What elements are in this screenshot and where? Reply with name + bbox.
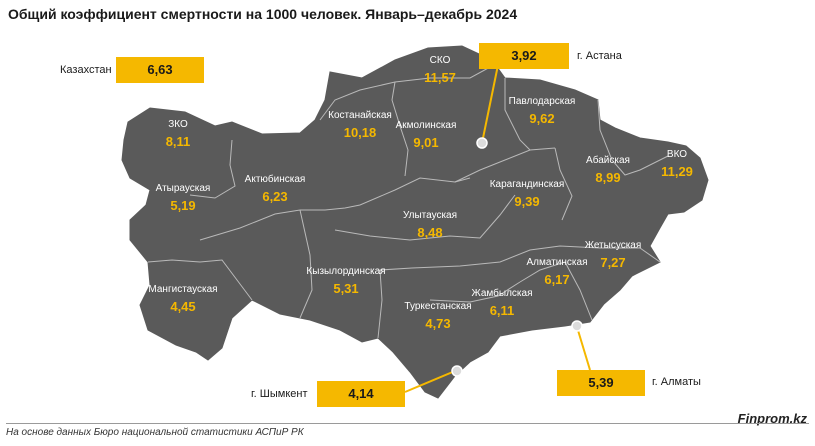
country-name: Казахстан — [60, 64, 112, 76]
almaty-name: г. Алматы — [652, 376, 701, 388]
region-borders — [147, 65, 669, 339]
brand-logo-text: Finprom.kz — [737, 411, 807, 426]
astana-callout-line — [481, 64, 499, 144]
shymkent-callout-line — [404, 370, 456, 393]
country-value-box: 6,63 — [116, 57, 204, 83]
almaty-marker — [571, 320, 583, 332]
shymkent-marker — [451, 365, 463, 377]
shymkent-name: г. Шымкент — [251, 388, 308, 400]
astana-name: г. Астана — [577, 50, 622, 62]
map-shape — [121, 45, 709, 399]
chart-title: Общий коэффициент смертности на 1000 чел… — [8, 6, 518, 22]
almaty-value-box: 5,39 — [557, 370, 645, 396]
astana-value-box: 3,92 — [479, 43, 569, 69]
footer-divider — [6, 423, 809, 424]
almaty-callout-line — [576, 326, 591, 371]
astana-marker — [476, 137, 488, 149]
source-note: На основе данных Бюро национальной стати… — [6, 427, 304, 438]
shymkent-value-box: 4,14 — [317, 381, 405, 407]
